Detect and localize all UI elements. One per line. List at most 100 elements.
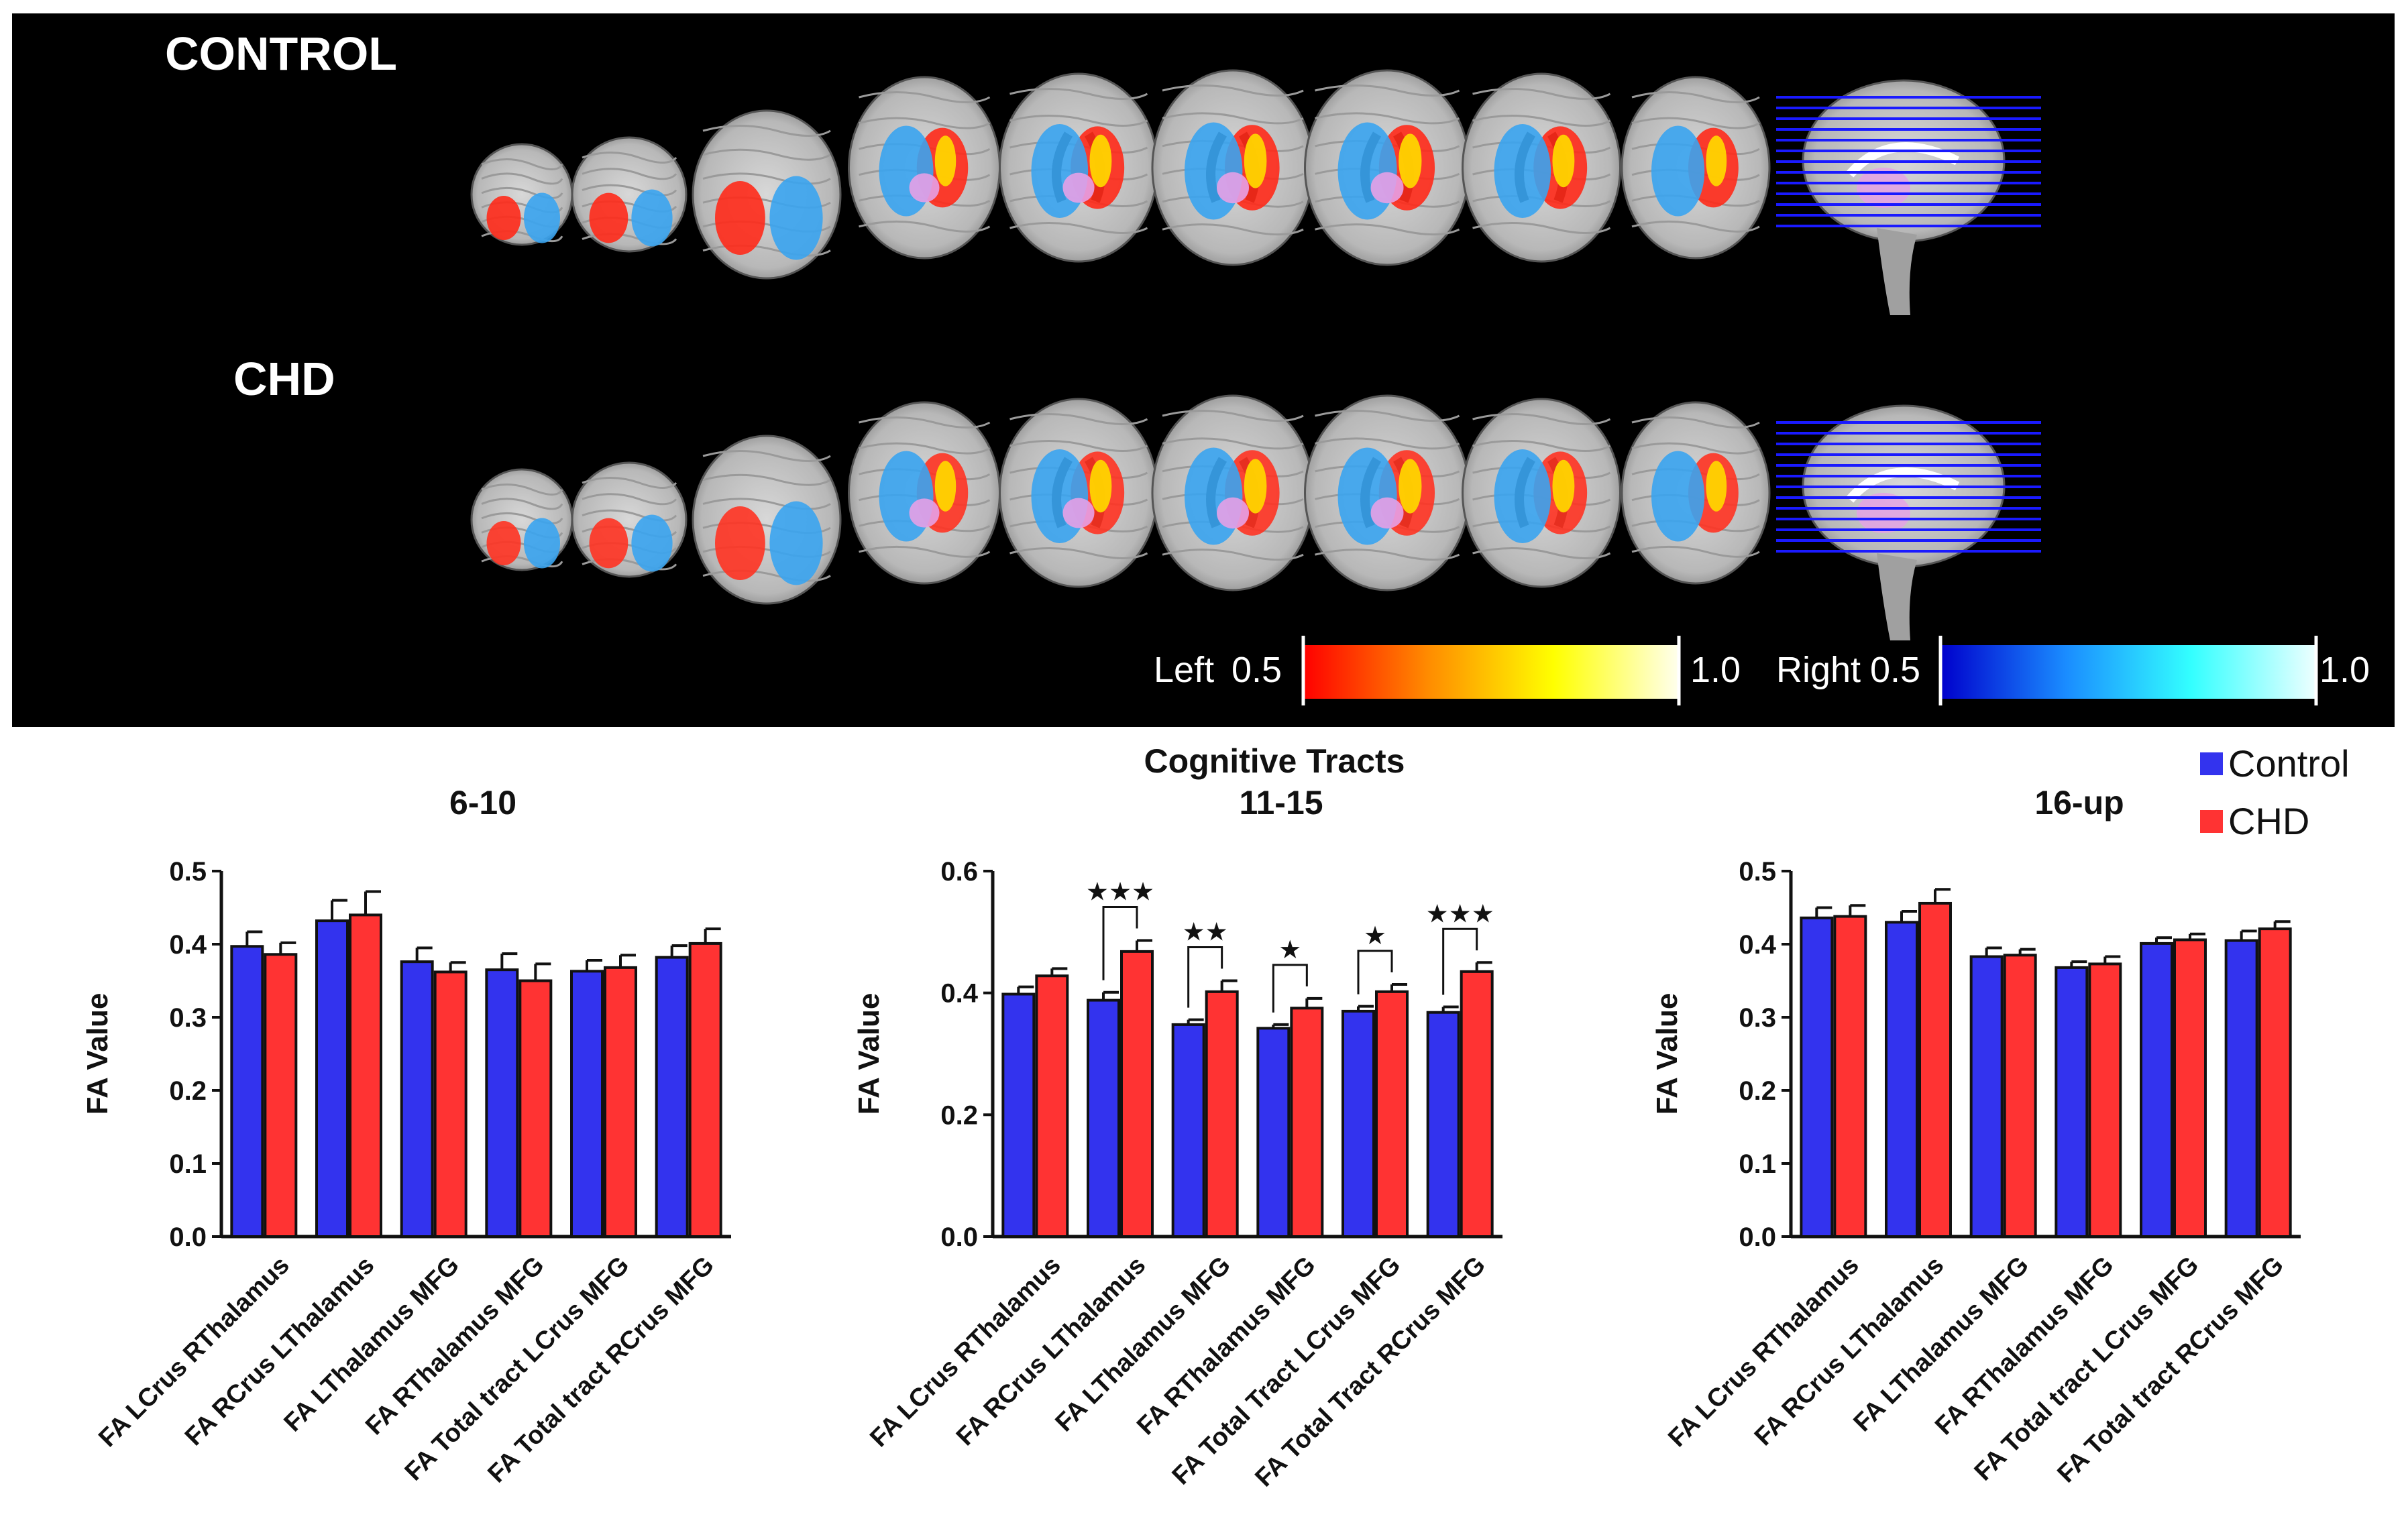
y-axis-label: FA Value <box>853 993 885 1115</box>
axial-slice <box>1462 72 1621 263</box>
bar-control <box>1800 916 1834 1238</box>
y-tick-label: 0.0 <box>169 1222 207 1252</box>
bar-control <box>400 960 434 1238</box>
bar-chd <box>264 953 298 1238</box>
bar-control <box>1001 992 1036 1238</box>
axial-slice <box>848 401 1001 585</box>
bar-control <box>2224 939 2258 1238</box>
bar-chd <box>2003 954 2037 1238</box>
bar-control <box>1171 1023 1205 1238</box>
significance-bracket <box>1187 946 1223 1008</box>
y-tick-label: 0.6 <box>940 857 978 887</box>
colorbar-right <box>1938 636 2318 705</box>
axial-slice <box>999 72 1158 263</box>
bar-chd <box>688 942 722 1238</box>
y-tick-label: 0.3 <box>169 1003 207 1033</box>
significance-stars: ★ <box>1364 921 1386 950</box>
bar-control <box>1426 1011 1460 1238</box>
colorbar-left-max: 1.0 <box>1690 650 1741 690</box>
bar-control <box>655 956 689 1238</box>
charts-area: 6-10 0.0 0.1 0.2 0.3 0.4 0.5 FA Value FA LCrus R… <box>0 727 2408 1539</box>
axial-slice <box>692 435 842 605</box>
bar-chd <box>1833 915 1867 1238</box>
axial-slice <box>1151 69 1315 266</box>
bar-control <box>1087 999 1120 1238</box>
legend-label-chd: CHD <box>2228 800 2310 842</box>
significance-bracket <box>1357 950 1393 994</box>
significance-bracket <box>1102 906 1138 980</box>
bar-control <box>2140 942 2173 1238</box>
y-tick-label: 0.3 <box>1739 1003 1776 1033</box>
axial-slice <box>999 398 1158 588</box>
bar-control <box>1342 1009 1375 1238</box>
significance-stars: ★ <box>1278 935 1301 964</box>
significance-bracket <box>1272 964 1308 1013</box>
y-axis-label: FA Value <box>81 993 114 1115</box>
y-tick-label: 0.2 <box>1739 1076 1776 1106</box>
bar-chd <box>604 966 637 1238</box>
axial-slice <box>1462 398 1621 588</box>
sagittal-view <box>1776 79 2041 315</box>
significance-stars: ★★ <box>1183 917 1228 947</box>
axial-slice <box>1621 401 1771 585</box>
colorbar-left <box>1301 636 1681 705</box>
bar-control <box>1256 1027 1291 1238</box>
significance-bracket <box>1442 927 1478 995</box>
legend-swatch-control <box>2200 752 2223 775</box>
brain-row-control <box>470 69 2041 315</box>
bar-chd <box>1918 901 1952 1238</box>
y-axis-label: FA Value <box>1651 993 1684 1115</box>
axial-slice <box>571 136 688 253</box>
legend-swatch-chd <box>2200 809 2223 833</box>
colorbar-right-max: 1.0 <box>2319 650 2370 690</box>
axial-slice <box>1621 76 1771 260</box>
brain-image-panel: CONTROL CHD Left 0.5 1.0 Right 0.5 1.0 <box>12 13 2395 727</box>
bar-chd <box>1375 990 1409 1238</box>
colorbar-right-label: Right <box>1776 650 1861 690</box>
bar-control <box>315 919 349 1238</box>
bar-chd <box>349 913 382 1238</box>
brain-slices-figure <box>470 69 2318 705</box>
bar-chd <box>1205 990 1239 1238</box>
bar-chd <box>1290 1007 1324 1238</box>
y-tick-label: 0.2 <box>940 1100 978 1130</box>
axial-slice <box>692 109 842 280</box>
bar-chd <box>1460 970 1494 1238</box>
significance-stars: ★★★ <box>1426 899 1494 928</box>
axial-slice <box>1304 394 1470 591</box>
colorbar-left-min: 0.5 <box>1232 650 1282 690</box>
y-tick-label: 0.4 <box>1739 930 1776 960</box>
bar-control <box>570 970 604 1238</box>
significance-stars: ★★★ <box>1086 877 1154 907</box>
axial-slice <box>470 143 573 246</box>
axial-slice <box>571 461 688 578</box>
bar-control <box>485 968 519 1238</box>
y-tick-label: 0.5 <box>169 857 207 887</box>
axial-slice <box>848 76 1001 260</box>
axial-slice <box>1151 394 1315 591</box>
bar-chd <box>2173 938 2207 1238</box>
colorbar-right-min: 0.5 <box>1870 650 1921 690</box>
brain-row-chd <box>470 394 2041 640</box>
bar-control <box>1885 921 1918 1238</box>
bar-chd <box>2088 962 2122 1238</box>
bar-chd <box>1120 950 1154 1238</box>
bar-chd <box>1035 974 1069 1238</box>
y-tick-label: 0.4 <box>169 930 207 960</box>
legend-label-control: Control <box>2228 742 2350 785</box>
colorbar-left-label: Left <box>1154 650 1215 690</box>
bar-chd <box>433 970 468 1238</box>
y-tick-label: 0.0 <box>1739 1222 1776 1252</box>
axial-slice <box>1304 69 1470 266</box>
chart-title: 6-10 <box>449 784 516 821</box>
y-tick-label: 0.4 <box>940 979 978 1009</box>
chart-title: 16-up <box>2034 784 2124 821</box>
legend-item-chd: CHD <box>2200 799 2309 843</box>
y-tick-label: 0.1 <box>169 1149 207 1179</box>
axial-slice <box>470 468 573 571</box>
bar-chd <box>518 979 553 1238</box>
